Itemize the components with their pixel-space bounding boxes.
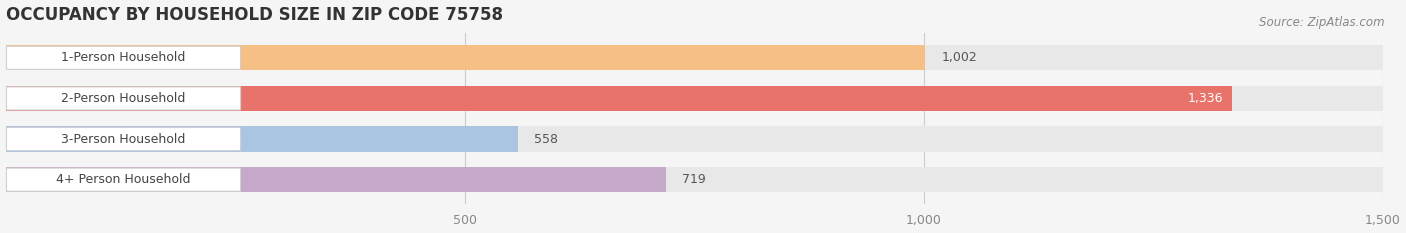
Text: 1-Person Household: 1-Person Household bbox=[62, 51, 186, 64]
FancyBboxPatch shape bbox=[7, 168, 240, 191]
Text: 558: 558 bbox=[534, 133, 558, 146]
Text: 1,336: 1,336 bbox=[1187, 92, 1223, 105]
Bar bbox=[6, 127, 517, 152]
Bar bbox=[6, 127, 1382, 152]
FancyBboxPatch shape bbox=[7, 46, 240, 69]
Bar bbox=[6, 86, 1382, 111]
Text: 4+ Person Household: 4+ Person Household bbox=[56, 173, 191, 186]
Text: 3-Person Household: 3-Person Household bbox=[62, 133, 186, 146]
Bar bbox=[6, 45, 925, 70]
Text: 1,002: 1,002 bbox=[942, 51, 977, 64]
Bar bbox=[6, 45, 1382, 70]
Text: Source: ZipAtlas.com: Source: ZipAtlas.com bbox=[1260, 16, 1385, 29]
FancyBboxPatch shape bbox=[7, 127, 240, 151]
Bar bbox=[6, 167, 1382, 192]
FancyBboxPatch shape bbox=[7, 87, 240, 110]
Text: 719: 719 bbox=[682, 173, 706, 186]
Bar bbox=[6, 86, 1232, 111]
Text: 2-Person Household: 2-Person Household bbox=[62, 92, 186, 105]
Text: OCCUPANCY BY HOUSEHOLD SIZE IN ZIP CODE 75758: OCCUPANCY BY HOUSEHOLD SIZE IN ZIP CODE … bbox=[6, 6, 502, 24]
Bar bbox=[6, 167, 665, 192]
